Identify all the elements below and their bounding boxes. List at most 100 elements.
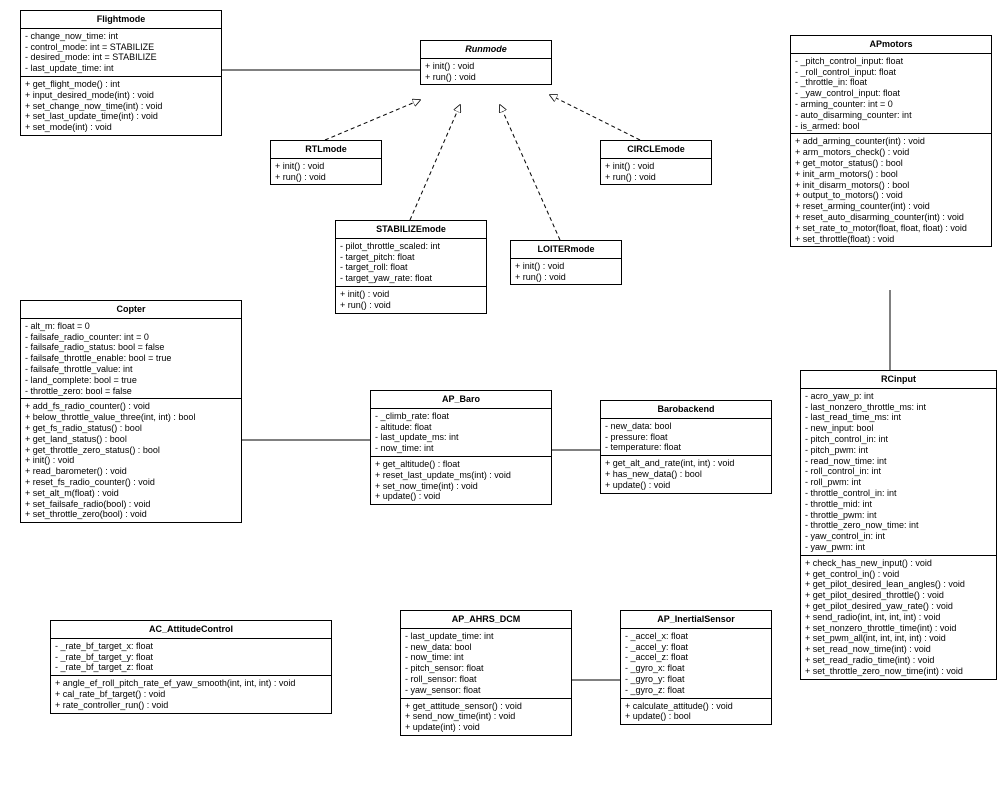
attribute-row: - throttle_zero_now_time: int (805, 520, 992, 531)
operations-section: + check_has_new_input() : void+ get_cont… (801, 556, 996, 679)
operation-row: + update() : void (605, 480, 767, 491)
attributes-section: - pilot_throttle_scaled: int- target_pit… (336, 239, 486, 287)
attribute-row: - yaw_sensor: float (405, 685, 567, 696)
attribute-row: - last_nonzero_throttle_ms: int (805, 402, 992, 413)
class-title: AP_AHRS_DCM (401, 611, 571, 629)
operation-row: + init() : void (25, 455, 237, 466)
class-title: AC_AttitudeControl (51, 621, 331, 639)
operation-row: + check_has_new_input() : void (805, 558, 992, 569)
operation-row: + update() : void (375, 491, 547, 502)
attribute-row: - last_update_ms: int (375, 432, 547, 443)
operations-section: + init() : void+ run() : void (421, 59, 551, 85)
operation-row: + angle_ef_roll_pitch_rate_ef_yaw_smooth… (55, 678, 327, 689)
operation-row: + init() : void (425, 61, 547, 72)
operation-row: + update() : bool (625, 711, 767, 722)
operation-row: + reset_last_update_ms(int) : void (375, 470, 547, 481)
attribute-row: - now_time: int (375, 443, 547, 454)
attribute-row: - _rate_bf_target_y: float (55, 652, 327, 663)
attributes-section: - _rate_bf_target_x: float- _rate_bf_tar… (51, 639, 331, 676)
attribute-row: - _accel_y: float (625, 642, 767, 653)
operation-row: + get_pilot_desired_yaw_rate() : void (805, 601, 992, 612)
operation-row: + set_mode(int) : void (25, 122, 217, 133)
attribute-row: - yaw_pwm: int (805, 542, 992, 553)
operation-row: + init() : void (340, 289, 482, 300)
operation-row: + get_land_status() : bool (25, 434, 237, 445)
class-title: AP_Baro (371, 391, 551, 409)
attribute-row: - desired_mode: int = STABILIZE (25, 52, 217, 63)
class-stabilizemode: STABILIZEmode- pilot_throttle_scaled: in… (335, 220, 487, 314)
class-title: Runmode (421, 41, 551, 59)
attribute-row: - roll_control_in: int (805, 466, 992, 477)
attribute-row: - _accel_z: float (625, 652, 767, 663)
operation-row: + init() : void (275, 161, 377, 172)
operation-row: + update(int) : void (405, 722, 567, 733)
connector-inherit (550, 95, 640, 140)
class-ap_ahrs_dcm: AP_AHRS_DCM - last_update_time: int- new_… (400, 610, 572, 736)
class-title: Copter (21, 301, 241, 319)
operation-row: + set_alt_m(float) : void (25, 488, 237, 499)
operation-row: + send_radio(int, int, int, int) : void (805, 612, 992, 623)
operation-row: + send_now_time(int) : void (405, 711, 567, 722)
attribute-row: - yaw_control_in: int (805, 531, 992, 542)
operation-row: + set_throttle(float) : void (795, 234, 987, 245)
attribute-row: - _gyro_x: float (625, 663, 767, 674)
attribute-row: - failsafe_throttle_enable: bool = true (25, 353, 237, 364)
attributes-section: - _accel_x: float- _accel_y: float- _acc… (621, 629, 771, 699)
attributes-section: - _climb_rate: float- altitude: float- l… (371, 409, 551, 457)
attribute-row: - control_mode: int = STABILIZE (25, 42, 217, 53)
attribute-row: - throttle_control_in: int (805, 488, 992, 499)
class-rtlmode: RTLmode+ init() : void+ run() : void (270, 140, 382, 185)
attribute-row: - new_input: bool (805, 423, 992, 434)
operation-row: + run() : void (275, 172, 377, 183)
attribute-row: - new_data: bool (605, 421, 767, 432)
operation-row: + get_flight_mode() : int (25, 79, 217, 90)
operations-section: + init() : void+ run() : void (271, 159, 381, 185)
attributes-section: - new_data: bool- pressure: float- tempe… (601, 419, 771, 456)
class-ac_attitudecontrol: AC_AttitudeControl- _rate_bf_target_x: f… (50, 620, 332, 714)
class-ap_inertialsensor: AP_InertialSensor- _accel_x: float- _acc… (620, 610, 772, 725)
operation-row: + get_alt_and_rate(int, int) : void (605, 458, 767, 469)
operation-row: + run() : void (515, 272, 617, 283)
operations-section: + get_alt_and_rate(int, int) : void+ has… (601, 456, 771, 492)
operation-row: + get_attitude_sensor() : void (405, 701, 567, 712)
class-ap_baro: AP_Baro- _climb_rate: float- altitude: f… (370, 390, 552, 505)
operation-row: + set_pwm_all(int, int, int, int) : void (805, 633, 992, 644)
attribute-row: - last_update_time: int (405, 631, 567, 642)
operation-row: + get_throttle_zero_status() : bool (25, 445, 237, 456)
operation-row: + set_throttle_zero(bool) : void (25, 509, 237, 520)
attribute-row: - _throttle_in: float (795, 77, 987, 88)
attribute-row: - alt_m: float = 0 (25, 321, 237, 332)
attribute-row: - pilot_throttle_scaled: int (340, 241, 482, 252)
attribute-row: - roll_sensor: float (405, 674, 567, 685)
class-title: RCinput (801, 371, 996, 389)
operation-row: + set_throttle_zero_now_time(int) : void (805, 666, 992, 677)
class-runmode: Runmode+ init() : void+ run() : void (420, 40, 552, 85)
class-copter: Copter- alt_m: float = 0- failsafe_radio… (20, 300, 242, 523)
operations-section: + add_fs_radio_counter() : void+ below_t… (21, 399, 241, 522)
attribute-row: - altitude: float (375, 422, 547, 433)
operation-row: + get_control_in() : void (805, 569, 992, 580)
attribute-row: - read_now_time: int (805, 456, 992, 467)
operation-row: + calculate_attitude() : void (625, 701, 767, 712)
operation-row: + rate_controller_run() : void (55, 700, 327, 711)
operation-row: + set_failsafe_radio(bool) : void (25, 499, 237, 510)
operations-section: + get_flight_mode() : int+ input_desired… (21, 77, 221, 135)
attribute-row: - failsafe_throttle_value: int (25, 364, 237, 375)
attribute-row: - temperature: float (605, 442, 767, 453)
attribute-row: - acro_yaw_p: int (805, 391, 992, 402)
attribute-row: - auto_disarming_counter: int (795, 110, 987, 121)
attribute-row: - _climb_rate: float (375, 411, 547, 422)
attribute-row: - new_data: bool (405, 642, 567, 653)
attribute-row: - last_read_time_ms: int (805, 412, 992, 423)
attributes-section: - change_now_time: int- control_mode: in… (21, 29, 221, 77)
class-title: Barobackend (601, 401, 771, 419)
operation-row: + cal_rate_bf_target() : void (55, 689, 327, 700)
class-barobackend: Barobackend- new_data: bool- pressure: f… (600, 400, 772, 494)
attribute-row: - _roll_control_input: float (795, 67, 987, 78)
attribute-row: - throttle_pwm: int (805, 510, 992, 521)
class-title: RTLmode (271, 141, 381, 159)
operation-row: + run() : void (340, 300, 482, 311)
operation-row: + run() : void (605, 172, 707, 183)
operation-row: + reset_arming_counter(int) : void (795, 201, 987, 212)
attribute-row: - _pitch_control_input: float (795, 56, 987, 67)
